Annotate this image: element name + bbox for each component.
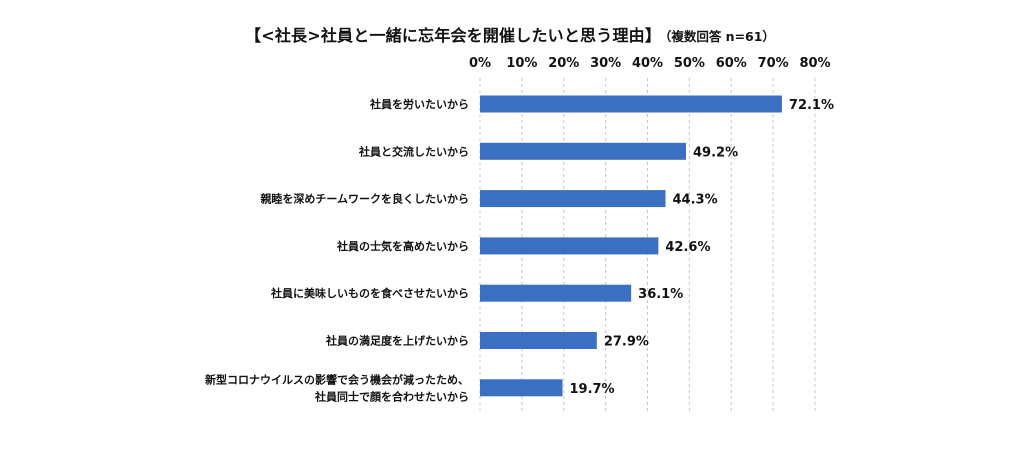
category-label: 社員の士気を高めたいから xyxy=(336,239,469,253)
data-label: 19.7% xyxy=(569,382,614,397)
chart-subtitle: （複数回答 n=61） xyxy=(665,29,775,44)
data-label: 49.2% xyxy=(693,145,738,160)
x-tick-label: 60% xyxy=(716,56,747,71)
bar xyxy=(480,284,632,302)
data-label: 44.3% xyxy=(673,193,718,208)
x-tick-label: 80% xyxy=(799,56,830,71)
category-label: 社員同士で顔を合わせたいから xyxy=(314,389,469,403)
category-label: 社員を労いたいから xyxy=(369,97,469,111)
category-label: 社員と交流したいから xyxy=(358,144,469,158)
data-label: 36.1% xyxy=(638,287,683,302)
category-label: 社員に美味しいものを食べさせたいから xyxy=(270,286,469,300)
x-tick-label: 20% xyxy=(548,56,579,71)
chart-title: 【<社長>社員と一緒に忘年会を開催したいと思う理由】 xyxy=(245,26,662,45)
bar xyxy=(480,95,782,113)
chart-title-row: 【<社長>社員と一緒に忘年会を開催したいと思う理由】 （複数回答 n=61） xyxy=(0,22,1020,46)
category-label: 新型コロナウイルスの影響で会う機会が減ったため、 xyxy=(205,372,469,386)
bar xyxy=(480,190,666,208)
x-tick-label: 30% xyxy=(590,56,621,71)
x-tick-label: 0% xyxy=(469,56,491,71)
category-label: 親睦を深めチームワークを良くしたいから xyxy=(260,192,469,206)
bar xyxy=(480,142,687,160)
x-tick-label: 10% xyxy=(506,56,537,71)
category-label: 社員の満足度を上げたいから xyxy=(325,334,469,348)
x-tick-label: 70% xyxy=(758,56,789,71)
bar xyxy=(480,332,597,349)
data-label: 42.6% xyxy=(665,240,710,255)
x-tick-label: 50% xyxy=(674,56,705,71)
x-tick-label: 40% xyxy=(632,56,663,71)
data-label: 27.9% xyxy=(604,335,649,350)
bar xyxy=(480,237,659,255)
bar xyxy=(480,379,563,397)
data-label: 72.1% xyxy=(789,98,834,113)
